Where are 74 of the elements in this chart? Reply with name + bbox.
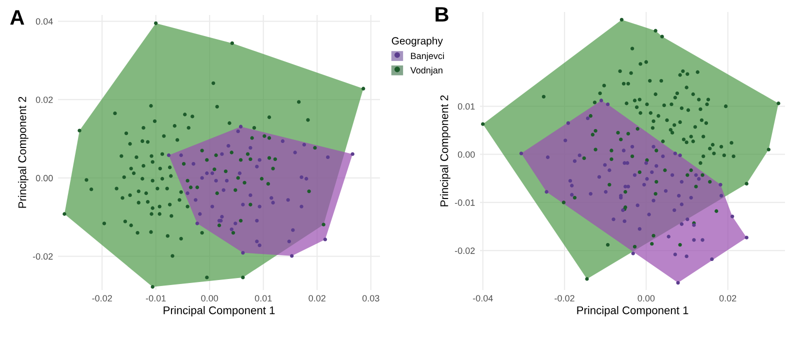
point [255, 164, 259, 168]
point [350, 152, 354, 156]
y-tick-label: -0.02 [32, 253, 53, 260]
point [200, 176, 204, 180]
point [258, 204, 262, 208]
point [293, 150, 297, 154]
x-tick-label: 0.01 [254, 295, 272, 302]
point [238, 171, 242, 176]
point [280, 139, 285, 143]
legend-title: Geography [392, 36, 443, 47]
point [255, 240, 259, 244]
y-axis-title: Principal Component 2 [440, 95, 450, 206]
point [291, 228, 295, 232]
y-tick-label: -0.02 [454, 248, 475, 254]
point [258, 158, 262, 162]
point [205, 171, 209, 176]
point [287, 240, 291, 244]
point [241, 202, 245, 206]
x-tick-label: 0.00 [201, 295, 218, 302]
y-tick-label: 0.00 [36, 174, 53, 182]
y-axis-title: Principal Component 2 [18, 96, 28, 208]
point [222, 188, 226, 192]
point [300, 204, 304, 208]
x-tick-label: -0.01 [146, 295, 166, 302]
x-tick-label: 0.00 [638, 295, 655, 302]
point [166, 153, 171, 158]
point [220, 152, 224, 156]
y-tick-label: 0.04 [36, 18, 53, 25]
y-tick-label: 0.00 [458, 151, 475, 158]
y-tick-label: -0.01 [454, 199, 475, 206]
point [179, 153, 183, 158]
point [270, 196, 274, 200]
point [326, 155, 330, 160]
point [258, 244, 262, 248]
point [255, 218, 259, 222]
x-tick-label: 0.03 [362, 295, 380, 302]
point [248, 193, 252, 198]
point [234, 222, 238, 226]
point [248, 146, 252, 150]
point [220, 214, 224, 219]
point [236, 130, 240, 134]
x-tick-label: 0.02 [308, 295, 326, 302]
point [194, 198, 198, 202]
point [214, 178, 218, 183]
point [302, 142, 306, 147]
point [304, 176, 308, 181]
point [290, 254, 294, 258]
point [224, 178, 229, 183]
point [210, 171, 214, 176]
x-tick-label: -0.02 [554, 295, 574, 302]
point [286, 198, 290, 202]
point [192, 162, 196, 166]
point [198, 212, 202, 216]
point [323, 238, 328, 242]
point [238, 124, 243, 128]
chart-title: B [436, 7, 448, 22]
y-tick-label: 0.01 [458, 103, 475, 110]
point [186, 191, 190, 196]
point [195, 222, 200, 226]
legend-label: Vodnjan [410, 66, 442, 76]
x-tick-label: -0.04 [472, 295, 493, 302]
x-tick-label: -0.02 [92, 295, 112, 302]
point [230, 227, 234, 232]
x-tick-label: 0.02 [719, 295, 736, 302]
legend-label: Banjevci [411, 52, 444, 61]
x-axis-title: Principal Component 1 [577, 306, 688, 316]
point [226, 144, 230, 148]
point [300, 175, 304, 180]
x-axis-title: Principal Component 1 [164, 306, 275, 316]
chart-title: A [10, 10, 24, 25]
point [210, 204, 214, 208]
y-tick-label: 0.02 [36, 96, 53, 103]
point [241, 250, 245, 255]
point [271, 200, 275, 204]
